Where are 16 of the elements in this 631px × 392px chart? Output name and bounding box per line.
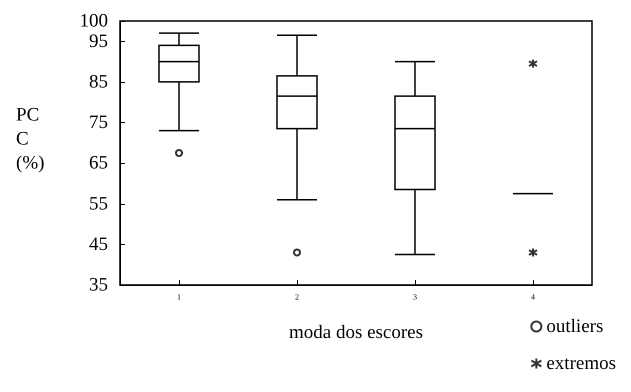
x-tick-label: 2 [295, 292, 299, 302]
y-tick-label: 65 [89, 152, 108, 174]
y-tick-label: 95 [89, 30, 108, 52]
y-tick-label: 35 [89, 274, 108, 296]
y-tick-label: 100 [80, 10, 108, 32]
legend-label: outliers [546, 316, 604, 337]
x-axis-title: moda dos escores [288, 322, 424, 343]
legend-label: extremos [546, 353, 616, 374]
y-axis-title: PCC (%) [16, 104, 44, 174]
x-tick-label: 4 [531, 292, 535, 302]
x-tick-label: 3 [413, 292, 417, 302]
y-tick-label: 85 [89, 71, 108, 92]
y-tick-label: 75 [89, 112, 108, 134]
y-tick-label: 55 [89, 193, 108, 214]
x-tick-label: 1 [177, 292, 181, 302]
y-tick-label: 45 [89, 234, 108, 255]
